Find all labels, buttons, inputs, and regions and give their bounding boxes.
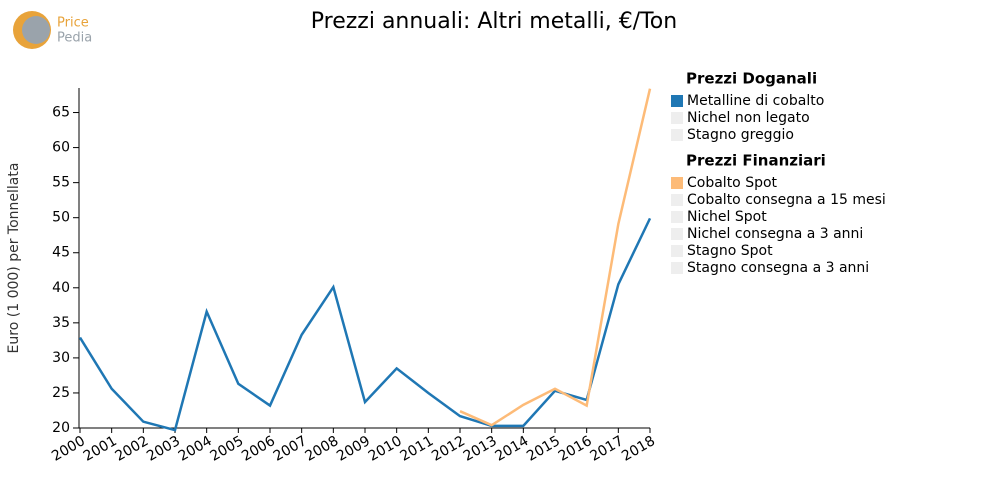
legend-label: Nichel consegna a 3 anni — [687, 226, 863, 242]
x-tick-label: 2009 — [334, 433, 373, 465]
legend-label: Cobalto consegna a 15 mesi — [687, 192, 886, 208]
legend-label: Nichel Spot — [687, 209, 767, 225]
x-tick-label: 2016 — [556, 433, 595, 465]
legend-group-title: Prezzi Finanziari — [686, 152, 826, 170]
y-tick-label: 60 — [52, 140, 70, 156]
legend-swatch — [671, 262, 683, 274]
y-tick-label: 35 — [52, 315, 70, 331]
legend-label: Metalline di cobalto — [687, 93, 824, 109]
legend-group-title: Prezzi Doganali — [686, 70, 817, 88]
legend-swatch — [671, 245, 683, 257]
logo: Price Pedia — [13, 11, 92, 49]
logo-text: Pedia — [57, 31, 92, 46]
y-tick-label: 30 — [52, 350, 70, 366]
legend-label: Stagno consegna a 3 anni — [687, 260, 869, 276]
y-axis-label: Euro (1 000) per Tonnellata — [6, 163, 22, 354]
x-tick-label: 2008 — [302, 433, 341, 465]
legend-swatch — [671, 177, 683, 189]
y-tick-label: 20 — [52, 420, 70, 436]
legend-label: Nichel non legato — [687, 110, 810, 126]
x-tick-label: 2006 — [239, 433, 278, 465]
logo-text: Price — [57, 16, 89, 31]
x-tick-label: 2017 — [587, 433, 626, 465]
series-line — [78, 217, 652, 432]
x-tick-label: 2007 — [271, 433, 310, 465]
x-tick-label: 2013 — [461, 433, 500, 465]
legend-label: Stagno greggio — [687, 127, 794, 143]
x-tick-label: 2015 — [524, 433, 563, 465]
legend-swatch — [671, 211, 683, 223]
legend-swatch — [671, 95, 683, 107]
y-tick-label: 45 — [52, 245, 70, 261]
y-tick-label: 25 — [52, 385, 70, 401]
x-tick-label: 2005 — [207, 433, 246, 465]
x-tick-label: 2018 — [619, 433, 658, 465]
logo-globe — [22, 16, 50, 44]
x-tick-label: 2000 — [49, 433, 88, 465]
legend-label: Stagno Spot — [687, 243, 773, 259]
legend-swatch — [671, 129, 683, 141]
x-tick-label: 2001 — [81, 433, 120, 465]
x-tick-label: 2003 — [144, 433, 183, 465]
x-tick-label: 2012 — [429, 433, 468, 465]
legend-label: Cobalto Spot — [687, 175, 778, 191]
x-tick-label: 2002 — [112, 433, 151, 465]
x-tick-label: 2004 — [176, 433, 215, 465]
legend-swatch — [671, 112, 683, 124]
x-tick-label: 2014 — [492, 433, 531, 465]
x-tick-label: 2010 — [366, 433, 405, 465]
y-tick-label: 55 — [52, 175, 70, 191]
legend-swatch — [671, 194, 683, 206]
y-tick-label: 65 — [52, 105, 70, 121]
chart-title: Prezzi annuali: Altri metalli, €/Ton — [311, 9, 677, 34]
y-tick-label: 50 — [52, 210, 70, 226]
series-line — [459, 88, 652, 427]
x-tick-label: 2011 — [397, 433, 436, 465]
legend-swatch — [671, 228, 683, 240]
y-tick-label: 40 — [52, 280, 70, 296]
